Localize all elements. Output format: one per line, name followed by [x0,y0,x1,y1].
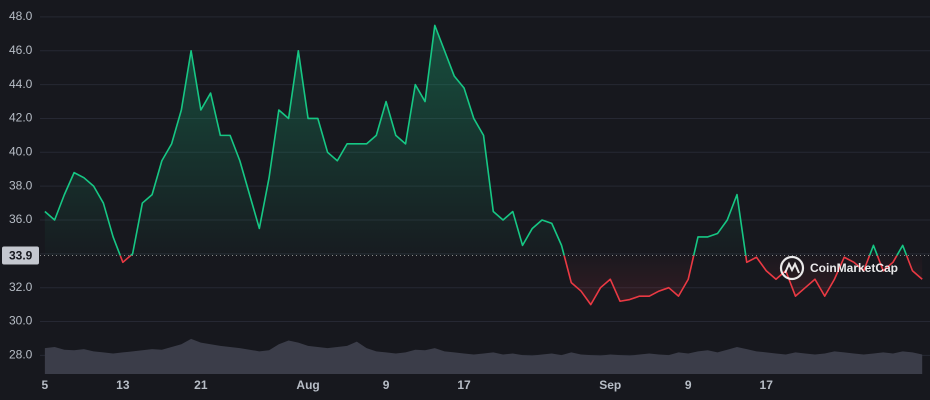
y-tick-label: 42.0 [9,111,33,125]
watermark-logo [779,255,805,281]
price-area [44,25,923,305]
volume-area [44,338,923,374]
watermark-logo-mark [784,261,800,274]
y-tick-label: 32.0 [9,280,33,294]
price-line [44,24,923,306]
x-tick-label: 17 [457,378,471,392]
baseline-label: 33.9 [9,249,33,263]
x-tick-label: 21 [194,378,208,392]
watermark-text: CoinMarketCap [810,261,898,275]
y-tick-label: 38.0 [9,178,33,192]
y-tick-label: 30.0 [9,314,33,328]
x-tick-label: Sep [599,378,621,392]
y-tick-label: 48.0 [9,9,33,23]
x-tick-label: 5 [42,378,49,392]
x-tick-label: 13 [116,378,130,392]
y-tick-label: 46.0 [9,43,33,57]
baseline-label-box [2,246,39,265]
y-tick-label: 36.0 [9,212,33,226]
x-tick-label: 17 [760,378,774,392]
watermark: CoinMarketCap [779,255,898,281]
x-tick-label: 9 [383,378,390,392]
y-tick-label: 44.0 [9,77,33,91]
y-tick-label: 40.0 [9,144,33,158]
x-tick-label: Aug [296,378,319,392]
x-tick-label: 9 [685,378,692,392]
y-tick-label: 28.0 [9,348,33,362]
